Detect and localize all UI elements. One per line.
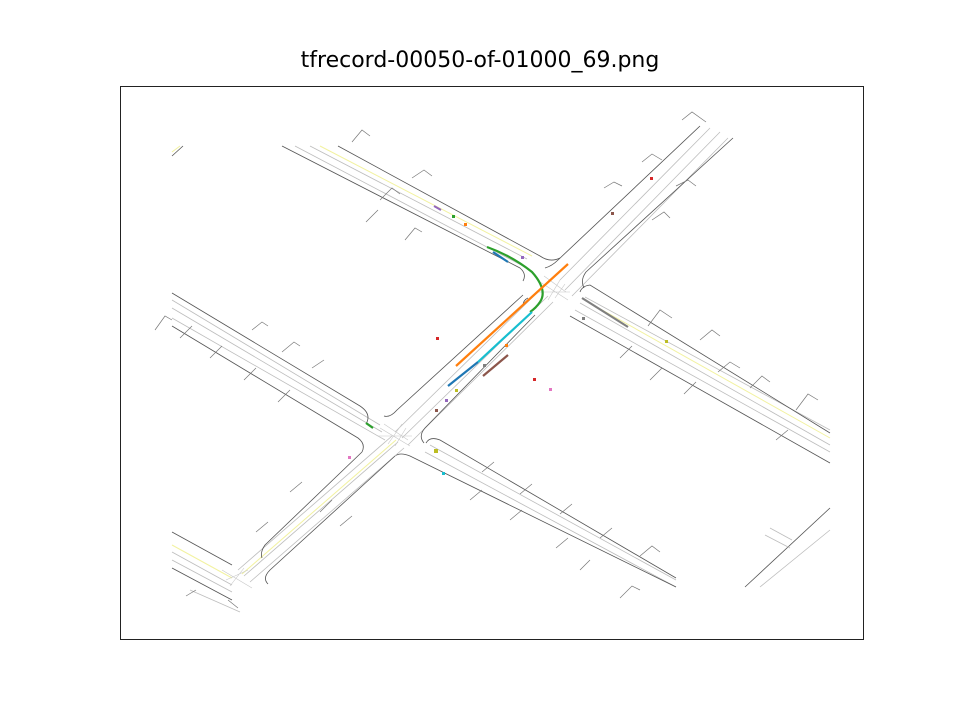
road-lower-lanes bbox=[171, 299, 677, 588]
road-sw-lanes bbox=[237, 435, 405, 583]
road-ne-lanes bbox=[559, 127, 729, 297]
trajectory-orange bbox=[455, 263, 569, 367]
driveway-stubs bbox=[154, 111, 819, 609]
road-bottom-left bbox=[171, 531, 241, 613]
road-upper-lanes bbox=[294, 145, 831, 453]
trajectory-green-short bbox=[365, 422, 374, 429]
agent-markers bbox=[348, 177, 668, 475]
road-lower-edges bbox=[171, 292, 677, 588]
road-ne-edges bbox=[544, 125, 734, 289]
trajectory-purple-short bbox=[433, 205, 442, 211]
road-upper-centerline bbox=[319, 145, 533, 257]
road-diagonal-edges bbox=[383, 294, 536, 444]
trajectory-gray bbox=[581, 297, 629, 328]
map-axes-frame bbox=[120, 86, 864, 640]
road-upper-centerline-east bbox=[587, 301, 831, 439]
trajectory-cyan bbox=[477, 311, 533, 363]
trajectory-blue-short bbox=[492, 251, 509, 263]
trajectory-blue bbox=[447, 361, 479, 387]
road-top-left-stub bbox=[171, 145, 184, 157]
trajectory-brown bbox=[482, 354, 509, 377]
road-sw-edges bbox=[261, 451, 396, 585]
figure-title: tfrecord-00050-of-01000_69.png bbox=[300, 48, 660, 73]
road-sw-centerline bbox=[241, 439, 397, 575]
road-bottom-right bbox=[744, 507, 831, 588]
intersection-crosswalks bbox=[221, 275, 570, 589]
